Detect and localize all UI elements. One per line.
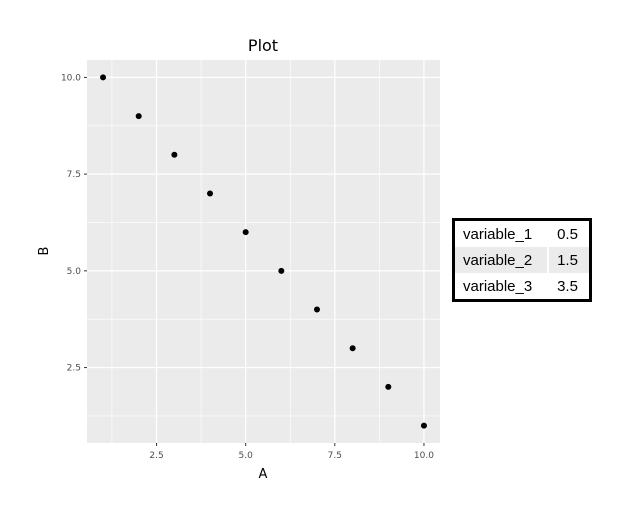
major-gridlines xyxy=(87,60,440,443)
table-row: variable_3 3.5 xyxy=(454,273,591,301)
data-point xyxy=(349,345,356,352)
x-axis-title: A xyxy=(259,467,268,482)
variable-value-cell: 0.5 xyxy=(547,219,591,247)
x-tick-label: 5.0 xyxy=(239,451,254,461)
data-point xyxy=(313,306,320,313)
data-point xyxy=(171,151,178,158)
variable-value-cell: 1.5 xyxy=(547,247,591,273)
chart-title: Plot xyxy=(248,36,278,55)
x-tick-label: 2.5 xyxy=(149,451,163,461)
variable-name-cell: variable_3 xyxy=(463,277,533,295)
x-tick-label: 7.5 xyxy=(328,451,342,461)
data-point xyxy=(420,422,427,429)
x-tick-label: 10.0 xyxy=(414,451,434,461)
data-point xyxy=(242,229,249,236)
variables-table: variable_1 0.5 variable_2 1.5 variable_3… xyxy=(452,218,592,302)
variable-name-cell: variable_1 xyxy=(463,225,533,243)
y-axis-ticks: 2.5 5.0 7.5 10.0 xyxy=(61,73,87,374)
y-tick-label: 2.5 xyxy=(67,364,81,374)
variable-value-cell: 3.5 xyxy=(547,273,591,301)
variable-name-cell: variable_2 xyxy=(453,247,549,273)
y-tick-label: 5.0 xyxy=(67,267,82,277)
data-point xyxy=(100,74,107,81)
table-row: variable_1 0.5 xyxy=(454,219,591,247)
data-point xyxy=(207,190,214,197)
data-point xyxy=(278,267,285,274)
x-axis-ticks: 2.5 5.0 7.5 10.0 xyxy=(149,443,434,461)
data-point xyxy=(385,383,392,390)
plot-panel xyxy=(87,60,440,443)
data-points xyxy=(100,74,427,429)
y-axis-title: B xyxy=(37,247,52,256)
y-tick-label: 7.5 xyxy=(67,170,81,180)
data-point xyxy=(135,113,142,120)
y-tick-label: 10.0 xyxy=(61,73,81,83)
minor-gridlines xyxy=(87,60,440,443)
table-row: variable_2 1.5 xyxy=(453,247,591,273)
